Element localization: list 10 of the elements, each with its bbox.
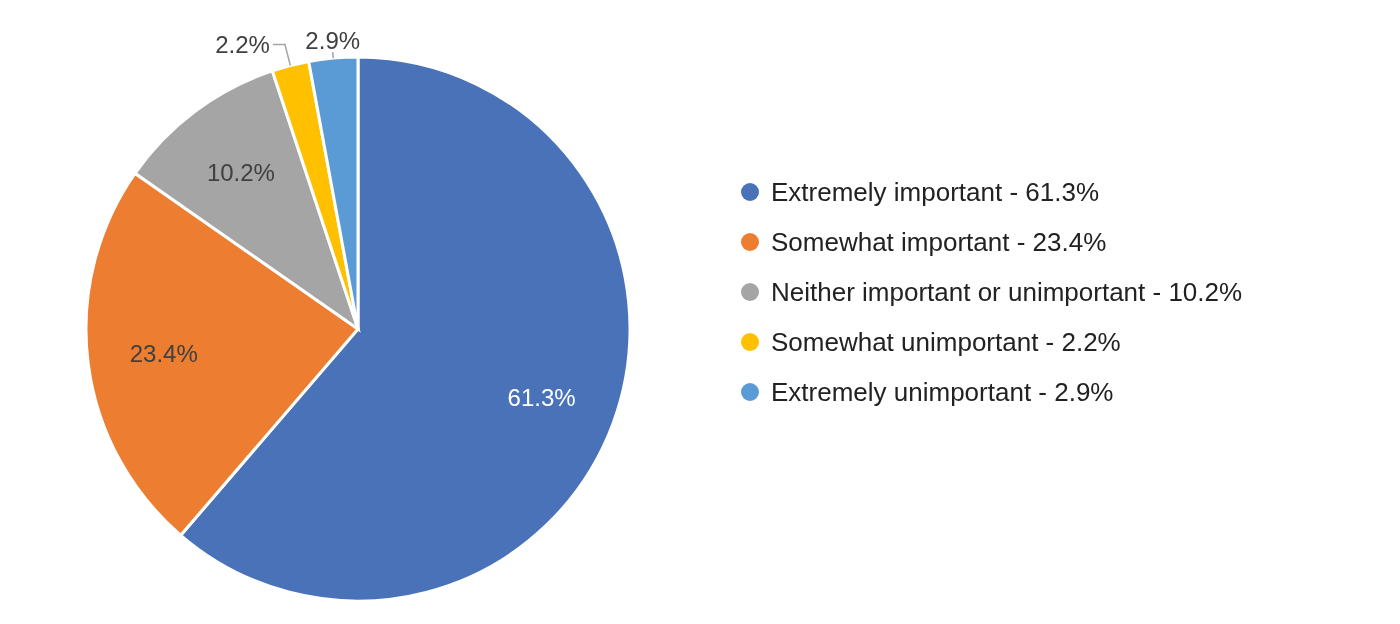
data-label: 2.9%: [305, 27, 361, 55]
data-label: 61.3%: [507, 383, 576, 411]
legend-label: Neither important or unimportant - 10.2%: [771, 277, 1243, 307]
data-label: 23.4%: [129, 340, 198, 368]
legend-label: Extremely unimportant - 2.9%: [771, 377, 1114, 407]
legend-label: Somewhat unimportant - 2.2%: [771, 327, 1121, 357]
legend-label: Extremely important - 61.3%: [771, 177, 1100, 207]
legend-label: Somewhat important - 23.4%: [771, 227, 1107, 257]
data-label: 2.2%: [215, 30, 270, 58]
data-label: 10.2%: [206, 158, 275, 186]
